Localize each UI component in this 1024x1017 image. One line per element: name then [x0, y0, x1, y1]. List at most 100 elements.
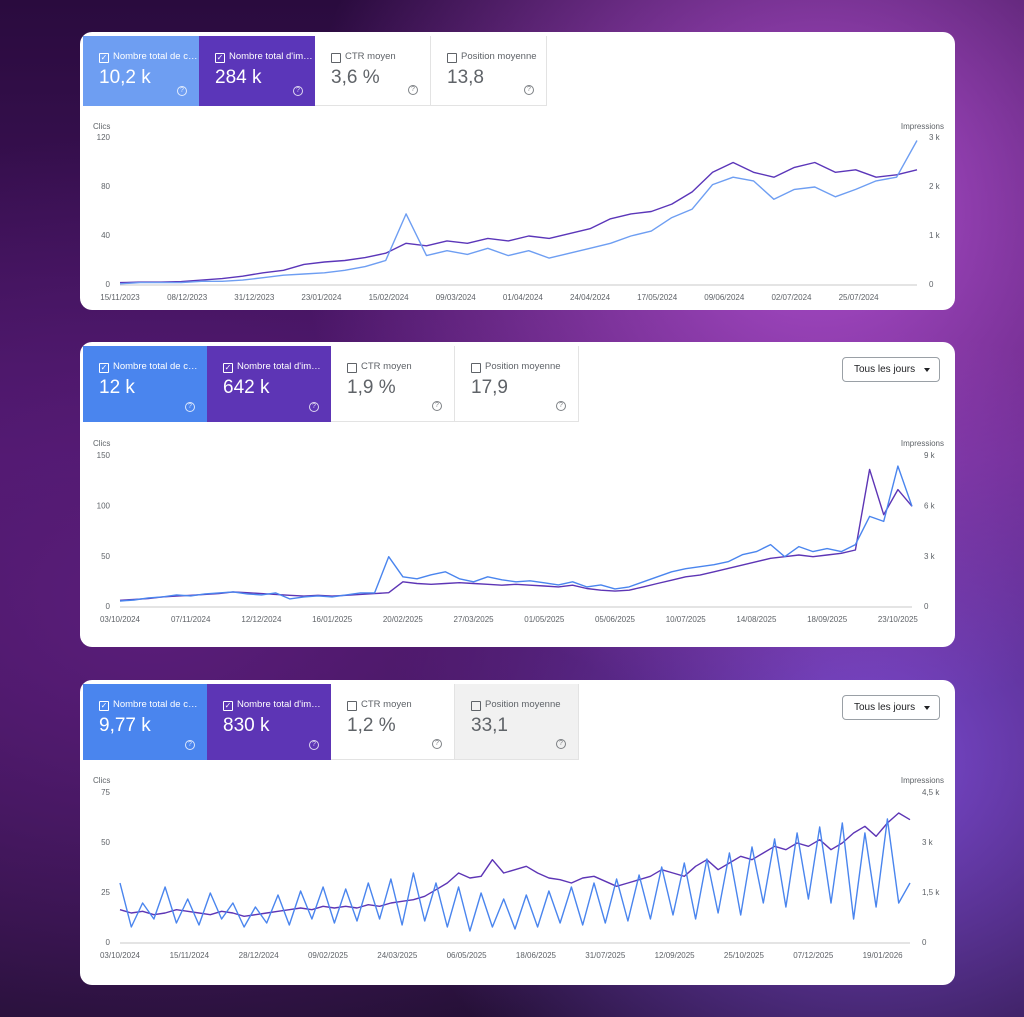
report-panel: 0 25 50 75 0 1,5 k 3 k 4,5 k 03/10/2024 15/11/202… — [80, 680, 955, 985]
y2-tick-label: 1,5 k — [922, 888, 940, 897]
metric-card[interactable]: ✓ Nombre total de c… 9,77 k? — [83, 684, 207, 760]
y-tick-label: 75 — [101, 788, 110, 797]
x-tick-label: 05/06/2025 — [595, 615, 636, 624]
y-axis-label: Clics — [93, 439, 110, 448]
metric-label: CTR moyen — [361, 361, 412, 372]
checkbox — [347, 701, 357, 711]
y2-axis-label: Impressions — [901, 776, 944, 785]
x-tick-label: 20/02/2025 — [383, 615, 424, 624]
y-tick-label: 120 — [97, 133, 111, 142]
y-axis-label: Clics — [93, 122, 110, 131]
y-tick-label: 50 — [101, 552, 110, 561]
x-tick-label: 03/10/2024 — [100, 615, 141, 624]
x-tick-label: 07/11/2024 — [171, 615, 211, 624]
series-line — [119, 465, 913, 602]
metric-value: 13,8 — [447, 67, 484, 88]
help-icon: ? — [556, 739, 566, 749]
metric-label: Nombre total de c… — [113, 699, 198, 710]
help-icon: ? — [293, 86, 303, 96]
help-icon: ? — [309, 740, 319, 750]
checkbox: ✓ — [223, 701, 233, 711]
metric-label: Position moyenne — [461, 51, 537, 62]
y-tick-label: 100 — [97, 501, 111, 510]
metric-card[interactable]: ✓ Nombre total de c… 12 k? — [83, 346, 207, 422]
x-tick-label: 01/04/2024 — [503, 293, 544, 302]
help-icon: ? — [432, 739, 442, 749]
performance-chart: 0 40 80 120 0 1 k 2 k 3 k 15/11/2023 08/12/2023 31… — [93, 122, 944, 302]
series-line — [119, 818, 911, 932]
y2-tick-label: 1 k — [929, 231, 941, 240]
metric-label: Nombre total de c… — [113, 361, 198, 372]
metric-card[interactable]: ✓ Nombre total d'im… 830 k? — [207, 684, 331, 760]
y-tick-label: 0 — [106, 602, 111, 611]
y-tick-label: 40 — [101, 231, 110, 240]
x-tick-label: 24/03/2025 — [377, 951, 418, 960]
report-panel: 0 40 80 120 0 1 k 2 k 3 k 15/11/2023 08/12/2023 31… — [80, 32, 955, 310]
y2-tick-label: 0 — [929, 280, 934, 289]
help-icon: ? — [309, 402, 319, 412]
checkbox: ✓ — [215, 53, 225, 63]
metric-card[interactable]: ✓ Nombre total d'im… 642 k? — [207, 346, 331, 422]
help-icon: ? — [177, 86, 187, 96]
series-line — [119, 140, 918, 285]
x-tick-label: 12/09/2025 — [655, 951, 696, 960]
metric-card[interactable]: ✓ Nombre total d'im… 284 k? — [199, 36, 315, 106]
x-tick-label: 08/12/2023 — [167, 293, 208, 302]
x-tick-label: 14/08/2025 — [736, 615, 777, 624]
frequency-dropdown[interactable]: Tous les jours — [842, 695, 940, 720]
metric-card[interactable]: Position moyenne 17,9? — [455, 346, 579, 422]
y2-tick-label: 6 k — [924, 501, 936, 510]
x-tick-label: 01/05/2025 — [524, 615, 565, 624]
metric-label: Nombre total d'im… — [237, 699, 321, 710]
help-icon: ? — [556, 401, 566, 411]
x-tick-label: 09/03/2024 — [436, 293, 477, 302]
help-icon: ? — [432, 401, 442, 411]
metric-card[interactable]: CTR moyen 3,6 %? — [315, 36, 431, 106]
x-tick-label: 31/12/2023 — [234, 293, 275, 302]
y2-tick-label: 3 k — [924, 552, 936, 561]
x-tick-label: 17/05/2024 — [637, 293, 678, 302]
y2-tick-label: 4,5 k — [922, 788, 940, 797]
x-tick-label: 03/10/2024 — [100, 951, 141, 960]
x-tick-label: 28/12/2024 — [239, 951, 280, 960]
metric-label: Nombre total d'im… — [229, 51, 313, 62]
y-tick-label: 80 — [101, 182, 110, 191]
performance-chart: 0 50 100 150 0 3 k 6 k 9 k 03/10/2024 07/11/2024 1… — [93, 439, 944, 624]
x-tick-label: 06/05/2025 — [447, 951, 488, 960]
x-tick-label: 18/06/2025 — [516, 951, 557, 960]
metric-card[interactable]: CTR moyen 1,2 %? — [331, 684, 455, 760]
y2-tick-label: 3 k — [929, 133, 941, 142]
metric-label: Position moyenne — [485, 361, 561, 372]
checkbox — [471, 701, 481, 711]
x-tick-label: 25/10/2025 — [724, 951, 765, 960]
metric-value: 12 k — [99, 377, 135, 398]
x-tick-label: 09/02/2025 — [308, 951, 349, 960]
series-line — [119, 812, 911, 917]
x-tick-label: 12/12/2024 — [241, 615, 282, 624]
metric-label: Position moyenne — [485, 699, 561, 710]
y-tick-label: 0 — [106, 938, 111, 947]
metric-value: 830 k — [223, 715, 270, 736]
metric-card[interactable]: ✓ Nombre total de c… 10,2 k? — [83, 36, 199, 106]
x-tick-label: 31/07/2025 — [585, 951, 626, 960]
metric-value: 17,9 — [471, 377, 508, 398]
y-tick-label: 25 — [101, 888, 110, 897]
y2-axis-label: Impressions — [901, 122, 944, 131]
x-tick-label: 18/09/2025 — [807, 615, 848, 624]
metric-card[interactable]: Position moyenne 13,8? — [431, 36, 547, 106]
x-tick-label: 15/11/2023 — [100, 293, 140, 302]
metric-value: 10,2 k — [99, 67, 151, 88]
metric-card[interactable]: Position moyenne 33,1? — [455, 684, 579, 760]
x-tick-label: 23/01/2024 — [301, 293, 342, 302]
x-tick-label: 02/07/2024 — [771, 293, 812, 302]
metric-label: Nombre total d'im… — [237, 361, 321, 372]
checkbox — [447, 53, 457, 63]
frequency-dropdown[interactable]: Tous les jours — [842, 357, 940, 382]
metric-card[interactable]: CTR moyen 1,9 %? — [331, 346, 455, 422]
checkbox — [471, 363, 481, 373]
x-tick-label: 19/01/2026 — [863, 951, 904, 960]
checkbox — [331, 53, 341, 63]
series-line — [119, 468, 913, 601]
metric-label: Nombre total de c… — [113, 51, 198, 62]
